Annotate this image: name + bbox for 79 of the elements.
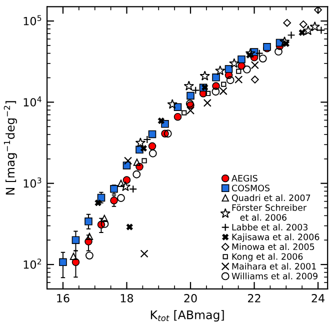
point <box>274 48 282 56</box>
point <box>203 98 212 107</box>
point <box>182 110 187 116</box>
x-tick-label: 18 <box>120 294 134 302</box>
y-tick-label: 10$^{2}$ <box>24 258 42 269</box>
point <box>192 86 200 94</box>
point <box>167 99 178 109</box>
point <box>59 258 67 266</box>
legend-label: Maihara et al. 2001 <box>232 262 316 270</box>
point <box>317 26 326 34</box>
legend-label: Quadri et al. 2007 <box>232 194 310 202</box>
point <box>186 106 195 115</box>
point <box>122 176 131 184</box>
point <box>117 194 125 202</box>
point <box>238 55 246 64</box>
point <box>303 25 314 36</box>
point <box>124 156 132 165</box>
point <box>299 20 308 28</box>
point <box>120 181 131 192</box>
legend-label: Kajisawa et al. 2006 <box>232 233 320 242</box>
point <box>221 82 226 87</box>
point <box>84 217 92 226</box>
point <box>258 54 267 62</box>
point <box>142 158 147 164</box>
point <box>215 65 226 76</box>
y-tick-label: 10$^{5}$ <box>24 15 42 26</box>
point <box>174 112 182 121</box>
point <box>226 76 234 84</box>
point <box>129 185 138 194</box>
point <box>200 70 210 80</box>
x-tick-label: 22 <box>248 294 260 302</box>
point <box>245 48 256 58</box>
point <box>85 252 94 260</box>
point <box>287 31 296 40</box>
point <box>212 88 220 96</box>
point <box>184 80 194 90</box>
point <box>186 92 194 100</box>
legend-label: Kong et al. 2006 <box>232 253 303 262</box>
point <box>310 21 320 32</box>
legend-label: Labbe et al. 2003 <box>232 224 308 230</box>
point <box>224 65 233 73</box>
point <box>117 180 125 187</box>
point <box>250 61 259 70</box>
point <box>236 68 242 74</box>
point <box>283 18 292 27</box>
y-tick-label: 10$^{4}$ <box>24 96 42 106</box>
point <box>314 6 322 14</box>
point <box>135 138 146 148</box>
point <box>148 142 156 150</box>
point <box>250 76 259 84</box>
legend-label: AEGIS <box>232 174 258 182</box>
point <box>164 130 172 138</box>
point <box>161 120 169 128</box>
x-tick-label: 16 <box>57 294 70 302</box>
point <box>279 36 290 46</box>
point <box>205 90 211 96</box>
y-tick-label: 10$^{3}$ <box>24 177 42 188</box>
point <box>229 58 240 68</box>
x-axis-title: K$_{tot}$ [ABmag] <box>150 310 224 322</box>
legend-label: Förster Schreiber et al. 2006 <box>232 204 307 221</box>
point <box>100 220 109 228</box>
x-tick-label: 20 <box>184 294 197 302</box>
point <box>140 250 148 258</box>
point <box>212 74 220 82</box>
point <box>70 252 78 260</box>
point <box>148 130 156 138</box>
legend-label: COSMOS <box>232 184 270 192</box>
y-axis-title: N [mag$^{−1}$deg$^{−2}$] <box>4 101 17 194</box>
point <box>133 158 141 166</box>
x-tick-label: 24 <box>312 294 324 302</box>
point <box>148 149 157 158</box>
legend-label: Minowa et al. 2005 <box>232 243 314 250</box>
point <box>132 170 141 178</box>
point <box>242 66 251 74</box>
point <box>72 236 80 244</box>
legend-label: Williams et al. 2009 <box>232 272 318 280</box>
point <box>234 76 243 84</box>
point <box>255 49 264 58</box>
point <box>219 87 228 96</box>
